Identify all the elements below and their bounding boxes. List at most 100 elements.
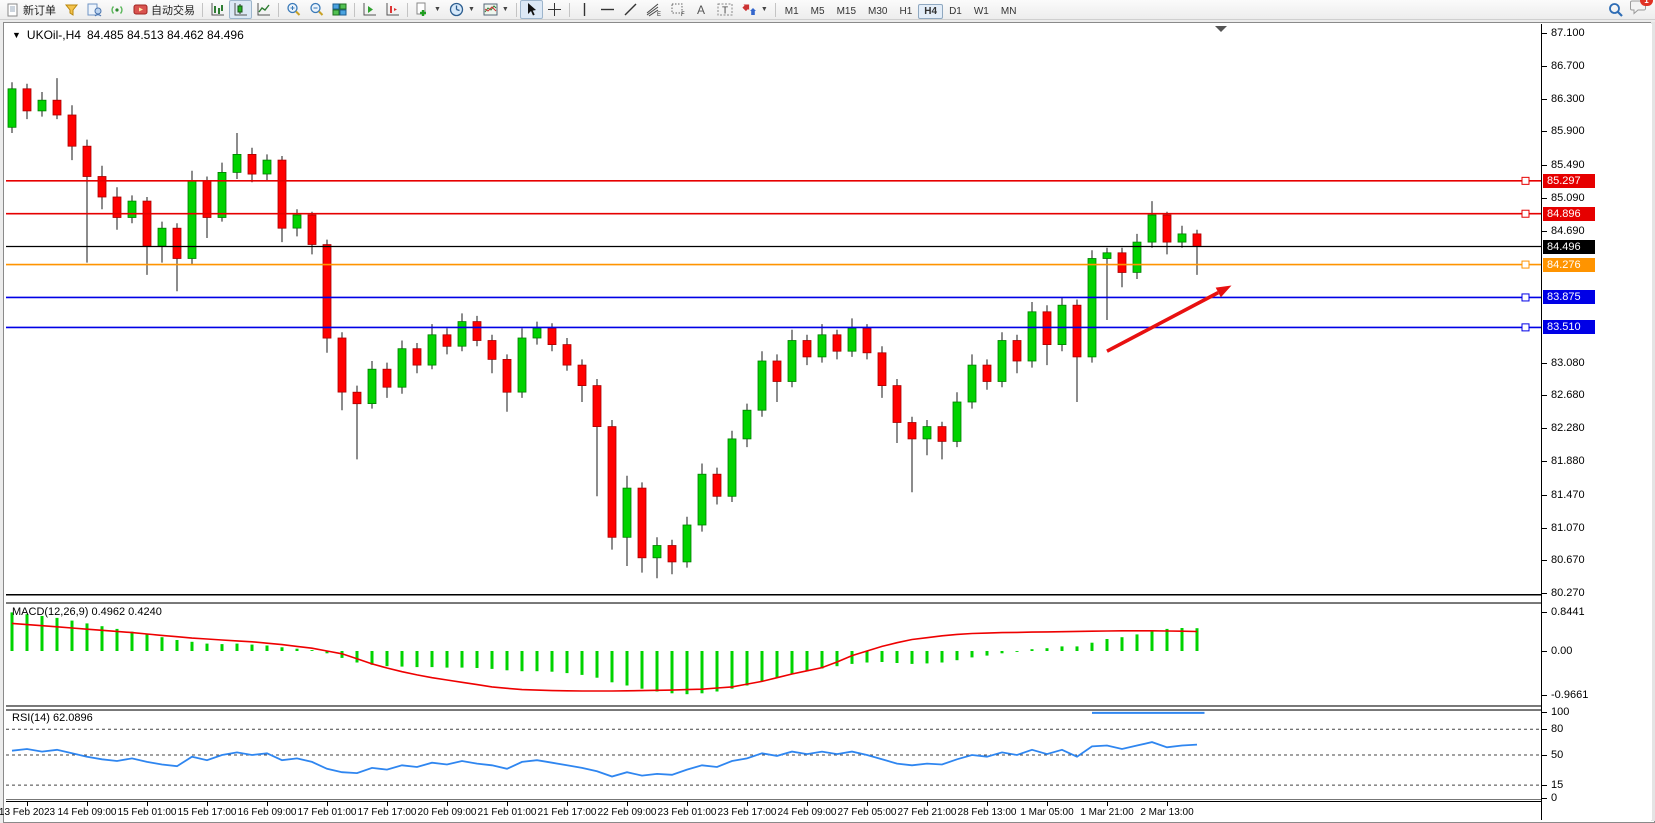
new-chart-icon [416,2,426,16]
time-axis-tick [27,802,28,806]
trend-arrow-annotation[interactable] [1106,285,1232,353]
autotrading-label: 自动交易 [151,4,195,17]
funnel-icon [64,4,79,16]
line-handle[interactable] [1521,323,1530,332]
price-axis-tick-label: 81.470 [1551,488,1585,501]
chart-title: ▼ UKOil-,H4 84.485 84.513 84.462 84.496 [12,28,244,42]
line-chart-button[interactable] [252,0,275,19]
rsi-panel[interactable] [6,710,1541,800]
price-line-84.896[interactable] [6,209,1541,218]
price-axis-tick-label: 84.690 [1551,224,1585,237]
timeframe-button-w1[interactable]: W1 [973,5,989,17]
timeframe-button-h1[interactable]: H1 [899,5,913,17]
horizontal-line-icon [600,8,614,11]
cursor-button[interactable] [519,0,543,19]
arrows-button[interactable]: ▼ [738,0,772,19]
time-axis-tick [447,802,448,806]
main-price-chart[interactable] [6,24,1541,595]
funnel-button[interactable] [60,0,83,19]
zoom-in-icon [287,2,301,16]
text-button[interactable]: A [690,0,713,19]
price-axis-tick-label: 87.100 [1551,27,1585,39]
chevron-down-icon[interactable]: ▼ [12,30,21,40]
new-chart-button[interactable]: ▼ [411,0,445,19]
scrollbar[interactable] [1651,22,1655,821]
price-line-tag-84.896: 84.896 [1543,206,1595,221]
horizontal-line-button[interactable] [596,0,619,19]
price-line-85.297[interactable] [6,176,1541,185]
strategy-test-button[interactable] [358,0,381,19]
time-axis-label: 13 Feb 2023 [0,807,56,818]
timeframe-button-m5[interactable]: M5 [810,5,825,17]
zoom-in-button[interactable] [282,0,305,19]
price-axis[interactable]: 87.100 86.700 86.300 85.900 85.490 85.090 84.6… [1541,24,1652,820]
vertical-line-icon [583,3,586,16]
axis-tick [1542,651,1547,652]
fibonacci-button[interactable]: E [642,0,666,19]
price-line-83.510[interactable] [6,323,1541,332]
tile-windows-button[interactable] [328,0,351,19]
cursor-icon [527,3,536,16]
new-order-label: 新订单 [23,4,56,17]
text-label-button[interactable]: T [713,0,738,19]
line-handle[interactable] [1521,176,1530,185]
time-axis-tick [687,802,688,806]
candlestick-chart-button[interactable] [229,0,252,19]
time-axis-label: 28 Feb 13:00 [957,807,1017,818]
arrows-icon [742,4,756,15]
templates-button[interactable]: ▼ [479,0,513,19]
trendline-button[interactable] [619,0,642,19]
axis-tick [1542,494,1547,496]
panel-splitter[interactable] [6,595,1541,603]
panel-splitter[interactable] [6,706,1541,710]
timeframe-button-m15[interactable]: M15 [836,5,857,17]
time-axis[interactable]: 13 Feb 2023 14 Feb 09:00 15 Feb 01:00 15 Fe… [0,801,1541,821]
bar-chart-button[interactable] [206,0,229,19]
time-axis-tick [1167,802,1168,806]
toolbar-separator [202,2,203,17]
new-order-button[interactable]: 新订单 [2,0,60,19]
time-axis-label: 17 Feb 17:00 [357,807,417,818]
time-axis-tick [207,802,208,806]
price-line-tag-83.510: 83.510 [1543,320,1595,335]
axis-tick [1542,230,1547,232]
strategy-pause-button[interactable] [381,0,404,19]
notification-badge: 1 [1640,0,1653,6]
autotrading-button[interactable]: 自动交易 [129,0,199,19]
channel-button[interactable]: F [666,0,690,19]
line-handle[interactable] [1521,293,1530,302]
toolbar-separator [774,2,776,17]
chat-button[interactable]: 1 [1630,0,1653,20]
timeframe-button-m1[interactable]: M1 [784,5,799,17]
price-line-83.875[interactable] [6,293,1541,302]
price-line-84.276[interactable] [6,260,1541,269]
timeframe-button-m30[interactable]: M30 [868,5,888,17]
axis-tick [1542,197,1547,199]
time-axis-tick [927,802,928,806]
crosshair-button[interactable] [543,0,566,19]
timeframe-button-d1[interactable]: D1 [949,5,962,17]
price-line-tag-83.875: 83.875 [1543,290,1595,305]
search-icon[interactable] [1608,2,1624,18]
chart-window [3,22,1655,823]
zoom-out-button[interactable] [305,0,328,19]
candlestick-chart-icon [234,3,247,16]
signal-button[interactable] [106,0,129,19]
line-handle[interactable] [1521,209,1530,218]
periods-button[interactable]: ▼ [445,0,479,19]
rsi-indicator-label: RSI(14) 62.0896 [12,712,93,724]
macd-panel[interactable] [6,603,1541,706]
chart-shift-marker[interactable] [1215,26,1227,32]
timeframe-button-h4[interactable]: H4 [918,3,944,19]
time-axis-tick [567,802,568,806]
chart-profile-button[interactable] [83,0,106,19]
line-handle[interactable] [1521,260,1530,269]
line-chart-icon [257,3,270,16]
vertical-line-button[interactable] [573,0,596,19]
axis-tick [1542,712,1547,713]
timeframe-button-mn[interactable]: MN [1000,5,1017,17]
price-axis-tick-label: 81.070 [1551,521,1585,534]
axis-tick [1542,560,1547,562]
axis-tick [1542,729,1547,731]
candlesticks [7,78,1202,579]
